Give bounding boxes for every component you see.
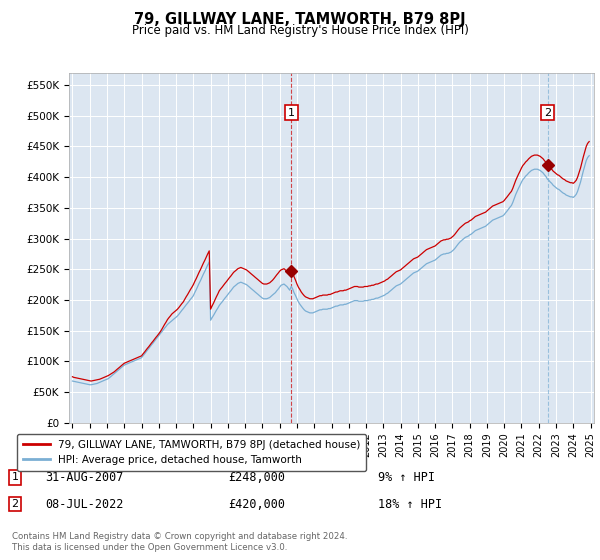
Text: £420,000: £420,000	[228, 497, 285, 511]
Text: 79, GILLWAY LANE, TAMWORTH, B79 8PJ: 79, GILLWAY LANE, TAMWORTH, B79 8PJ	[134, 12, 466, 27]
Text: 31-AUG-2007: 31-AUG-2007	[45, 470, 124, 484]
Text: £248,000: £248,000	[228, 470, 285, 484]
Text: 18% ↑ HPI: 18% ↑ HPI	[378, 497, 442, 511]
Text: 08-JUL-2022: 08-JUL-2022	[45, 497, 124, 511]
Text: Price paid vs. HM Land Registry's House Price Index (HPI): Price paid vs. HM Land Registry's House …	[131, 24, 469, 38]
Text: 2: 2	[11, 499, 19, 509]
Text: 1: 1	[11, 472, 19, 482]
Text: 9% ↑ HPI: 9% ↑ HPI	[378, 470, 435, 484]
Text: 1: 1	[288, 108, 295, 118]
Text: Contains HM Land Registry data © Crown copyright and database right 2024.
This d: Contains HM Land Registry data © Crown c…	[12, 533, 347, 552]
Text: 2: 2	[544, 108, 551, 118]
Legend: 79, GILLWAY LANE, TAMWORTH, B79 8PJ (detached house), HPI: Average price, detach: 79, GILLWAY LANE, TAMWORTH, B79 8PJ (det…	[17, 433, 367, 472]
